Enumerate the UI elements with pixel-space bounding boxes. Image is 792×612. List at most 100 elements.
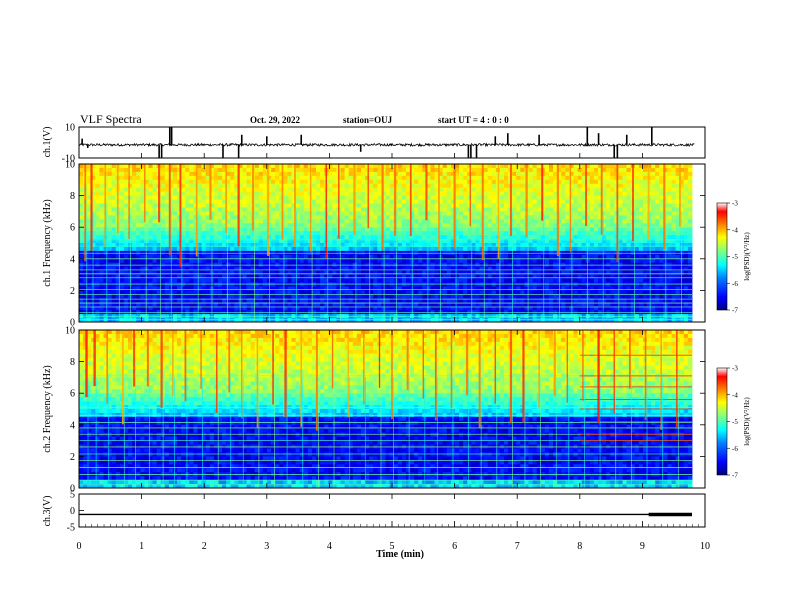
ch1-spec-cell [193, 239, 198, 244]
ch1-spec-cell [389, 239, 395, 244]
ch1-spec-cell [544, 187, 550, 193]
ch1-spec-cell [475, 175, 480, 181]
ch1-spec-cell [172, 286, 178, 291]
ch1-spec-cell [205, 306, 211, 311]
ch1-spec-cell [504, 203, 509, 208]
ch1-spec-cell [475, 290, 480, 295]
ch1-spec-cell [160, 318, 166, 323]
ch1-spec-cell [316, 306, 321, 311]
ch1-spec-cell [520, 306, 525, 311]
ch1-spec-cell [79, 164, 84, 169]
ch1-spec-cell [450, 243, 456, 248]
ch1-spec-cell [532, 227, 538, 232]
ch1-spec-cell [181, 164, 186, 169]
ch1-spec-cell [385, 278, 390, 283]
ch1-spec-cell [389, 171, 395, 177]
ch1-spec-cell [520, 282, 525, 287]
ch1-spec-cell [275, 215, 280, 220]
ch1-spec-cell [434, 164, 440, 169]
ch1-spec-cell [258, 203, 264, 208]
ch1-spec-cell [246, 318, 252, 323]
ch1-spec-cell [418, 183, 423, 189]
ch1-spec-cell [115, 278, 121, 283]
ch1-spec-cell [185, 302, 190, 307]
ch1-spec-cell [205, 183, 211, 189]
ch1-spec-cell [140, 167, 145, 173]
ch1-spec-cell [181, 298, 186, 303]
ch1-spec-cell [471, 274, 476, 279]
ch1-spec-cell [132, 278, 137, 283]
ch1-spec-cell [79, 179, 84, 185]
ch1-spec-cell [463, 191, 468, 196]
ch1-spec-cell [459, 175, 464, 181]
ch1-spec-cell [365, 195, 370, 200]
ch1-spec-cell [226, 211, 231, 216]
ch1-spec-cell [377, 318, 382, 323]
ch1-spec-cell [442, 294, 448, 299]
ch1-spec-cell [320, 266, 325, 272]
ch1-spec-cell [254, 211, 260, 216]
ch1-spec-cell [299, 211, 305, 216]
ch1-spec-cell [414, 306, 419, 311]
ch1-spec-cell [123, 274, 129, 279]
ch1-spec-cell [499, 294, 505, 299]
ch1-spec-cell [164, 235, 170, 240]
ch1-spec-cell [561, 215, 566, 220]
ch1-spec-cell [581, 254, 587, 260]
ch1-spectrogram-image [79, 164, 693, 323]
ch1-spec-cell [430, 286, 435, 291]
ch1-spec-cell [463, 266, 468, 272]
ch1-spec-cell [565, 167, 570, 173]
ch1-spec-cell [164, 318, 170, 323]
ch1-spec-cell [275, 195, 280, 200]
ch1-spec-cell [279, 254, 284, 260]
ch1-spec-cell [303, 266, 309, 272]
ch1-spec-cell [328, 290, 333, 295]
ch1-spec-cell [405, 235, 411, 240]
ch1-spec-cell [205, 164, 211, 169]
ch1-spec-cell [177, 211, 182, 216]
ch1-spec-cell [483, 282, 489, 287]
ch1-spec-cell [279, 270, 284, 275]
ch1-spec-cell [536, 191, 542, 196]
ch1-spec-cell [532, 219, 538, 224]
ch1-spec-cell [414, 246, 419, 252]
ch1-spec-cell [553, 270, 558, 275]
ch1-spec-cell [279, 282, 284, 287]
ch1-spec-cell [520, 227, 525, 232]
ch1-spec-cell [348, 164, 354, 169]
ch1-spec-cell [438, 199, 444, 204]
ch1-spec-cell [107, 274, 113, 279]
ch1-spec-cell [201, 286, 207, 291]
ch1-spec-cell [544, 203, 550, 208]
ch1-spec-cell [328, 203, 333, 208]
ch1-spec-cell [446, 219, 452, 224]
ch1-spec-cell [369, 215, 374, 220]
ch1-spec-cell [479, 266, 484, 272]
ch1-spec-cell [365, 246, 370, 252]
ch1-spec-cell [332, 286, 337, 291]
ch1-spec-cell [79, 227, 84, 232]
ch1-spec-cell [561, 195, 566, 200]
ch1-spec-cell [185, 183, 190, 189]
ch1-spec-cell [561, 219, 566, 224]
ch1-spec-cell [83, 294, 88, 299]
ch1-spec-cell [111, 290, 117, 295]
ch1-spec-cell [373, 270, 378, 275]
ch1-spec-cell [577, 183, 583, 189]
ch1-spec-cell [222, 219, 227, 224]
ch1-spec-cell [504, 278, 509, 283]
ch1-spec-cell [230, 203, 235, 208]
ch1-spec-cell [422, 227, 427, 232]
ch1-spec-cell [246, 282, 252, 287]
ch1-spec-cell [434, 274, 440, 279]
ch1-spec-cell [87, 246, 92, 252]
ch1-spec-cell [418, 167, 423, 173]
ch1-spec-cell [87, 183, 92, 189]
ch1-spec-cell [242, 171, 247, 177]
ch1-spec-cell [222, 203, 227, 208]
ch1-spec-cell [418, 302, 423, 307]
ch1-spec-cell [181, 266, 186, 272]
ch1-spec-cell [262, 270, 268, 275]
ch1-spec-cell [483, 199, 489, 204]
